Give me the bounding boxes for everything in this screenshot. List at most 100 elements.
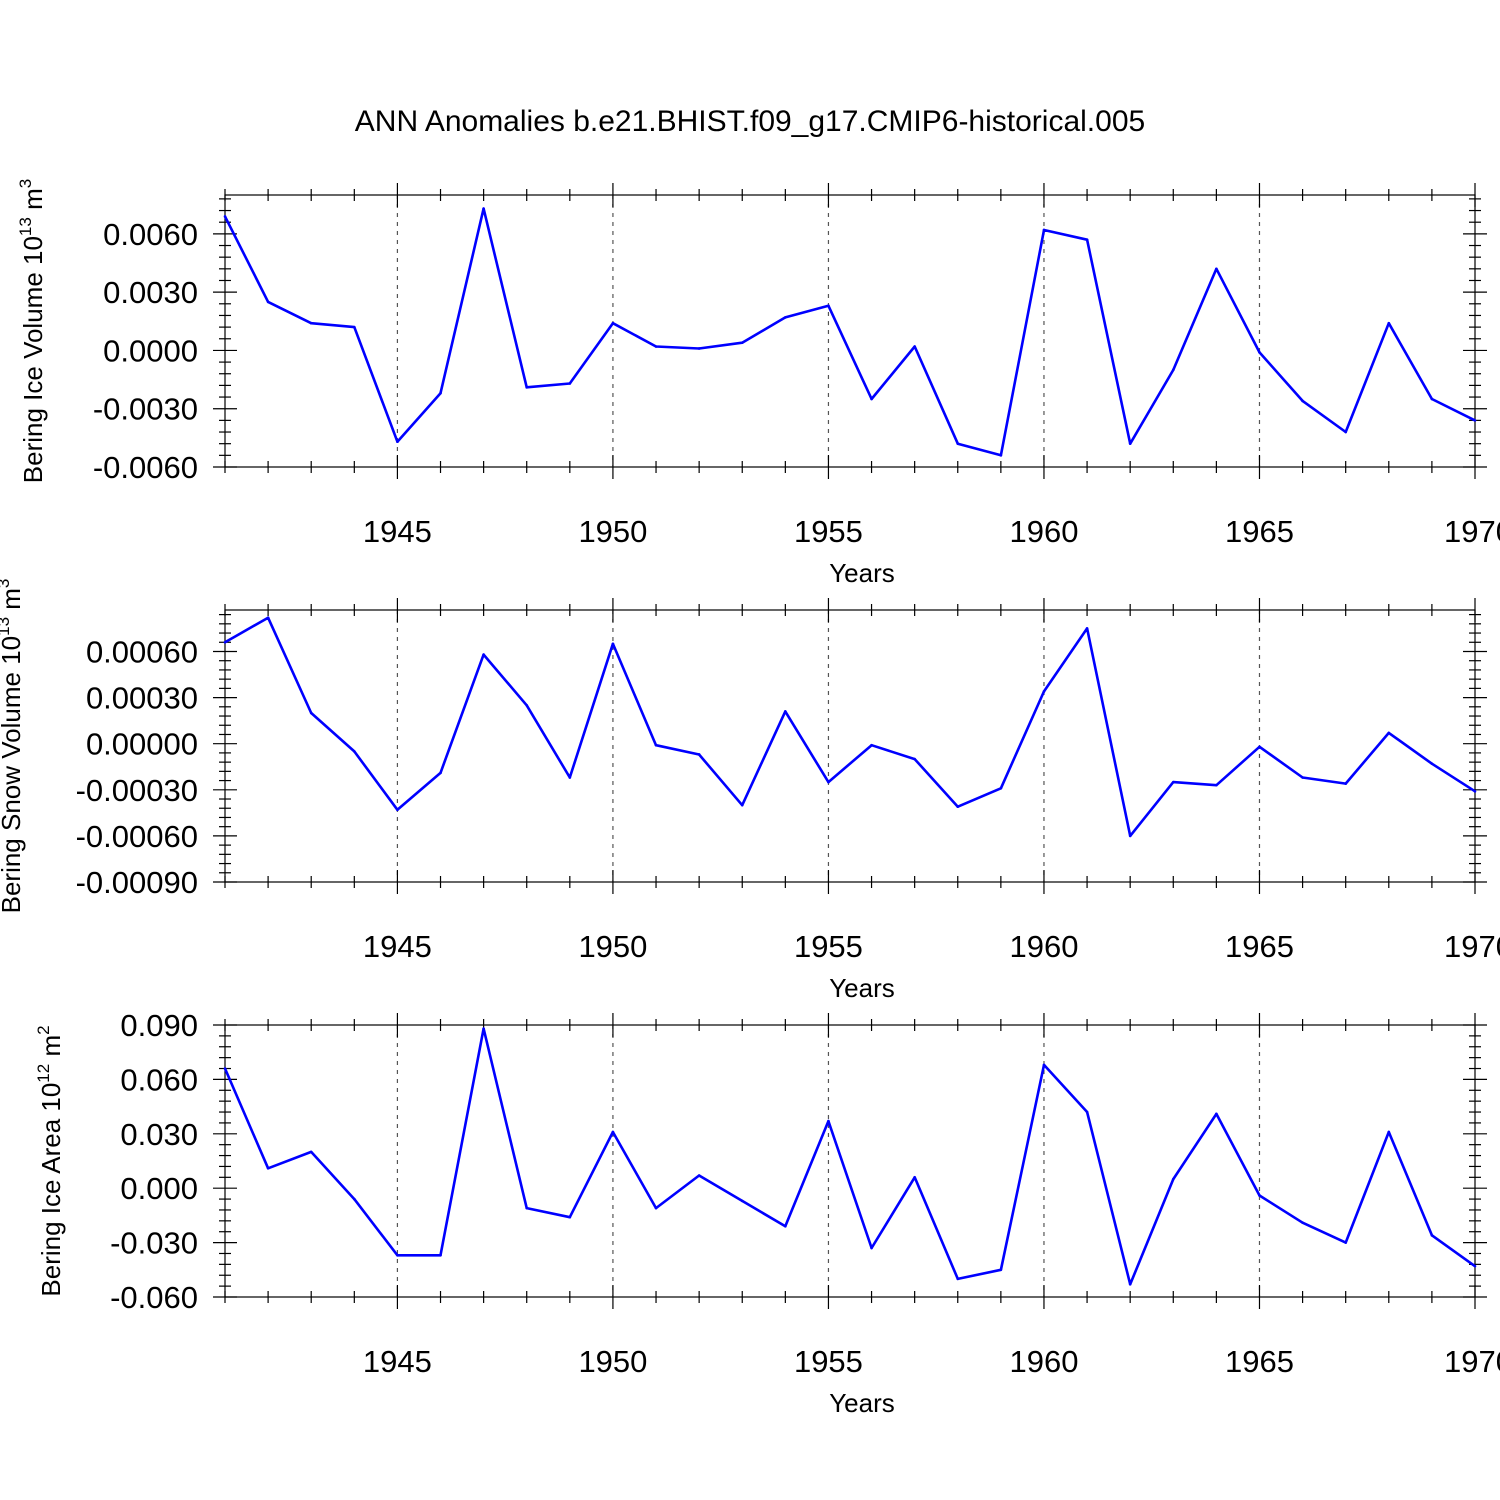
series-line (223, 207, 1476, 457)
data-point (740, 1199, 744, 1203)
data-point (999, 1268, 1003, 1272)
y-tick-label: -0.00090 (76, 865, 198, 900)
data-point (697, 753, 701, 756)
data-point (1473, 1264, 1477, 1268)
data-point (956, 805, 960, 809)
figure-title: ANN Anomalies b.e21.BHIST.f09_g17.CMIP6-… (355, 105, 1145, 138)
panel-2: -0.00090 -0.00060 -0.00030 0.00000 0.00030 0.… (0, 579, 1500, 1003)
y-tick-label: 0.090 (120, 1008, 198, 1043)
data-point (266, 300, 270, 304)
data-point (1215, 783, 1218, 787)
y-tick-label: 0.030 (120, 1117, 198, 1152)
data-point (1387, 321, 1391, 325)
x-tick-label: 1970 (1444, 514, 1500, 549)
x-tick-label: 1950 (578, 1344, 647, 1379)
data-point (999, 786, 1003, 790)
x-tick-label: 1945 (363, 929, 432, 964)
plot-frame (224, 194, 1476, 468)
data-point (525, 703, 529, 707)
y-axis-label: Bering Ice Volume 1013 m3 (16, 179, 48, 483)
data-point (353, 750, 356, 753)
data-point (1258, 351, 1261, 354)
data-point (956, 442, 960, 445)
data-point (353, 325, 356, 329)
data-point (870, 397, 873, 401)
data-point (1215, 1112, 1218, 1116)
data-point (266, 616, 270, 619)
data-point (568, 776, 572, 779)
x-tick-label: 1960 (1009, 1344, 1078, 1379)
x-tick-label: 1965 (1225, 514, 1294, 549)
x-tick-label: 1970 (1444, 929, 1500, 964)
data-point (999, 454, 1003, 457)
data-point (1387, 731, 1391, 735)
y-tick-label: -0.060 (110, 1280, 198, 1315)
x-tick-label: 1955 (794, 514, 863, 549)
panel-3: -0.060 -0.030 0.000 0.030 0.060 0.090 1945 1950… (34, 1008, 1500, 1418)
data-point (439, 1253, 442, 1257)
data-point (913, 1176, 916, 1179)
data-point (784, 1224, 787, 1228)
data-point (1473, 790, 1477, 793)
y-axis-label: Bering Ice Area 1012 m2 (34, 1025, 66, 1296)
data-point (482, 1027, 485, 1030)
y-tick-label: 0.000 (120, 1171, 198, 1206)
data-point (827, 1119, 830, 1123)
data-point (482, 653, 485, 656)
series-line (224, 616, 1476, 838)
data-point (353, 1197, 356, 1201)
data-point (697, 347, 701, 350)
data-point (1042, 228, 1046, 232)
x-axis-label: Years (829, 1388, 895, 1418)
data-point (482, 207, 485, 210)
data-point (697, 1174, 701, 1177)
x-tick-label: 1950 (578, 929, 647, 964)
data-point (223, 215, 227, 218)
x-axis-label: Years (829, 558, 895, 588)
data-point (1344, 430, 1347, 434)
data-point (439, 771, 442, 775)
y-tick-label: 0.00060 (86, 634, 198, 669)
data-point (827, 304, 830, 308)
data-point (1387, 1130, 1391, 1134)
data-point (1344, 1241, 1347, 1244)
y-axis-label: Bering Snow Volume 1013 m3 (0, 579, 26, 914)
data-point (827, 780, 830, 784)
data-point (913, 757, 916, 761)
data-point (1344, 782, 1347, 785)
data-point (223, 1067, 227, 1070)
data-point (611, 642, 615, 646)
x-tick-label: 1960 (1009, 929, 1078, 964)
data-point (913, 345, 916, 348)
data-point (654, 743, 658, 747)
data-point (266, 1166, 270, 1170)
data-point (1301, 1221, 1304, 1224)
data-point (1258, 1194, 1261, 1197)
data-point (223, 640, 227, 644)
y-tick-label: 0.0000 (103, 333, 198, 368)
data-point (396, 440, 399, 444)
data-point (568, 382, 572, 385)
data-point (1171, 780, 1175, 784)
data-point (396, 808, 399, 812)
data-point (1128, 834, 1132, 838)
panel-1: -0.0060 -0.0030 0.0000 0.0030 0.0060 1945 1950… (16, 179, 1500, 588)
data-point (1430, 762, 1434, 765)
data-point (1301, 776, 1304, 779)
data-point (1128, 1283, 1132, 1286)
y-tick-label: 0.060 (120, 1062, 198, 1097)
data-point (1171, 368, 1175, 372)
x-tick-label: 1955 (794, 929, 863, 964)
y-tick-label: -0.00030 (76, 773, 198, 808)
data-point (1301, 399, 1304, 403)
data-point (1085, 238, 1089, 241)
data-point (568, 1215, 572, 1219)
data-point (654, 1206, 658, 1210)
y-tick-label: -0.00060 (76, 819, 198, 854)
data-point (611, 1130, 615, 1134)
data-point (1258, 745, 1261, 749)
data-point (1128, 442, 1132, 445)
x-tick-label: 1950 (578, 514, 647, 549)
y-tick-label: -0.0060 (93, 450, 198, 485)
plot-frame (224, 1024, 1476, 1298)
